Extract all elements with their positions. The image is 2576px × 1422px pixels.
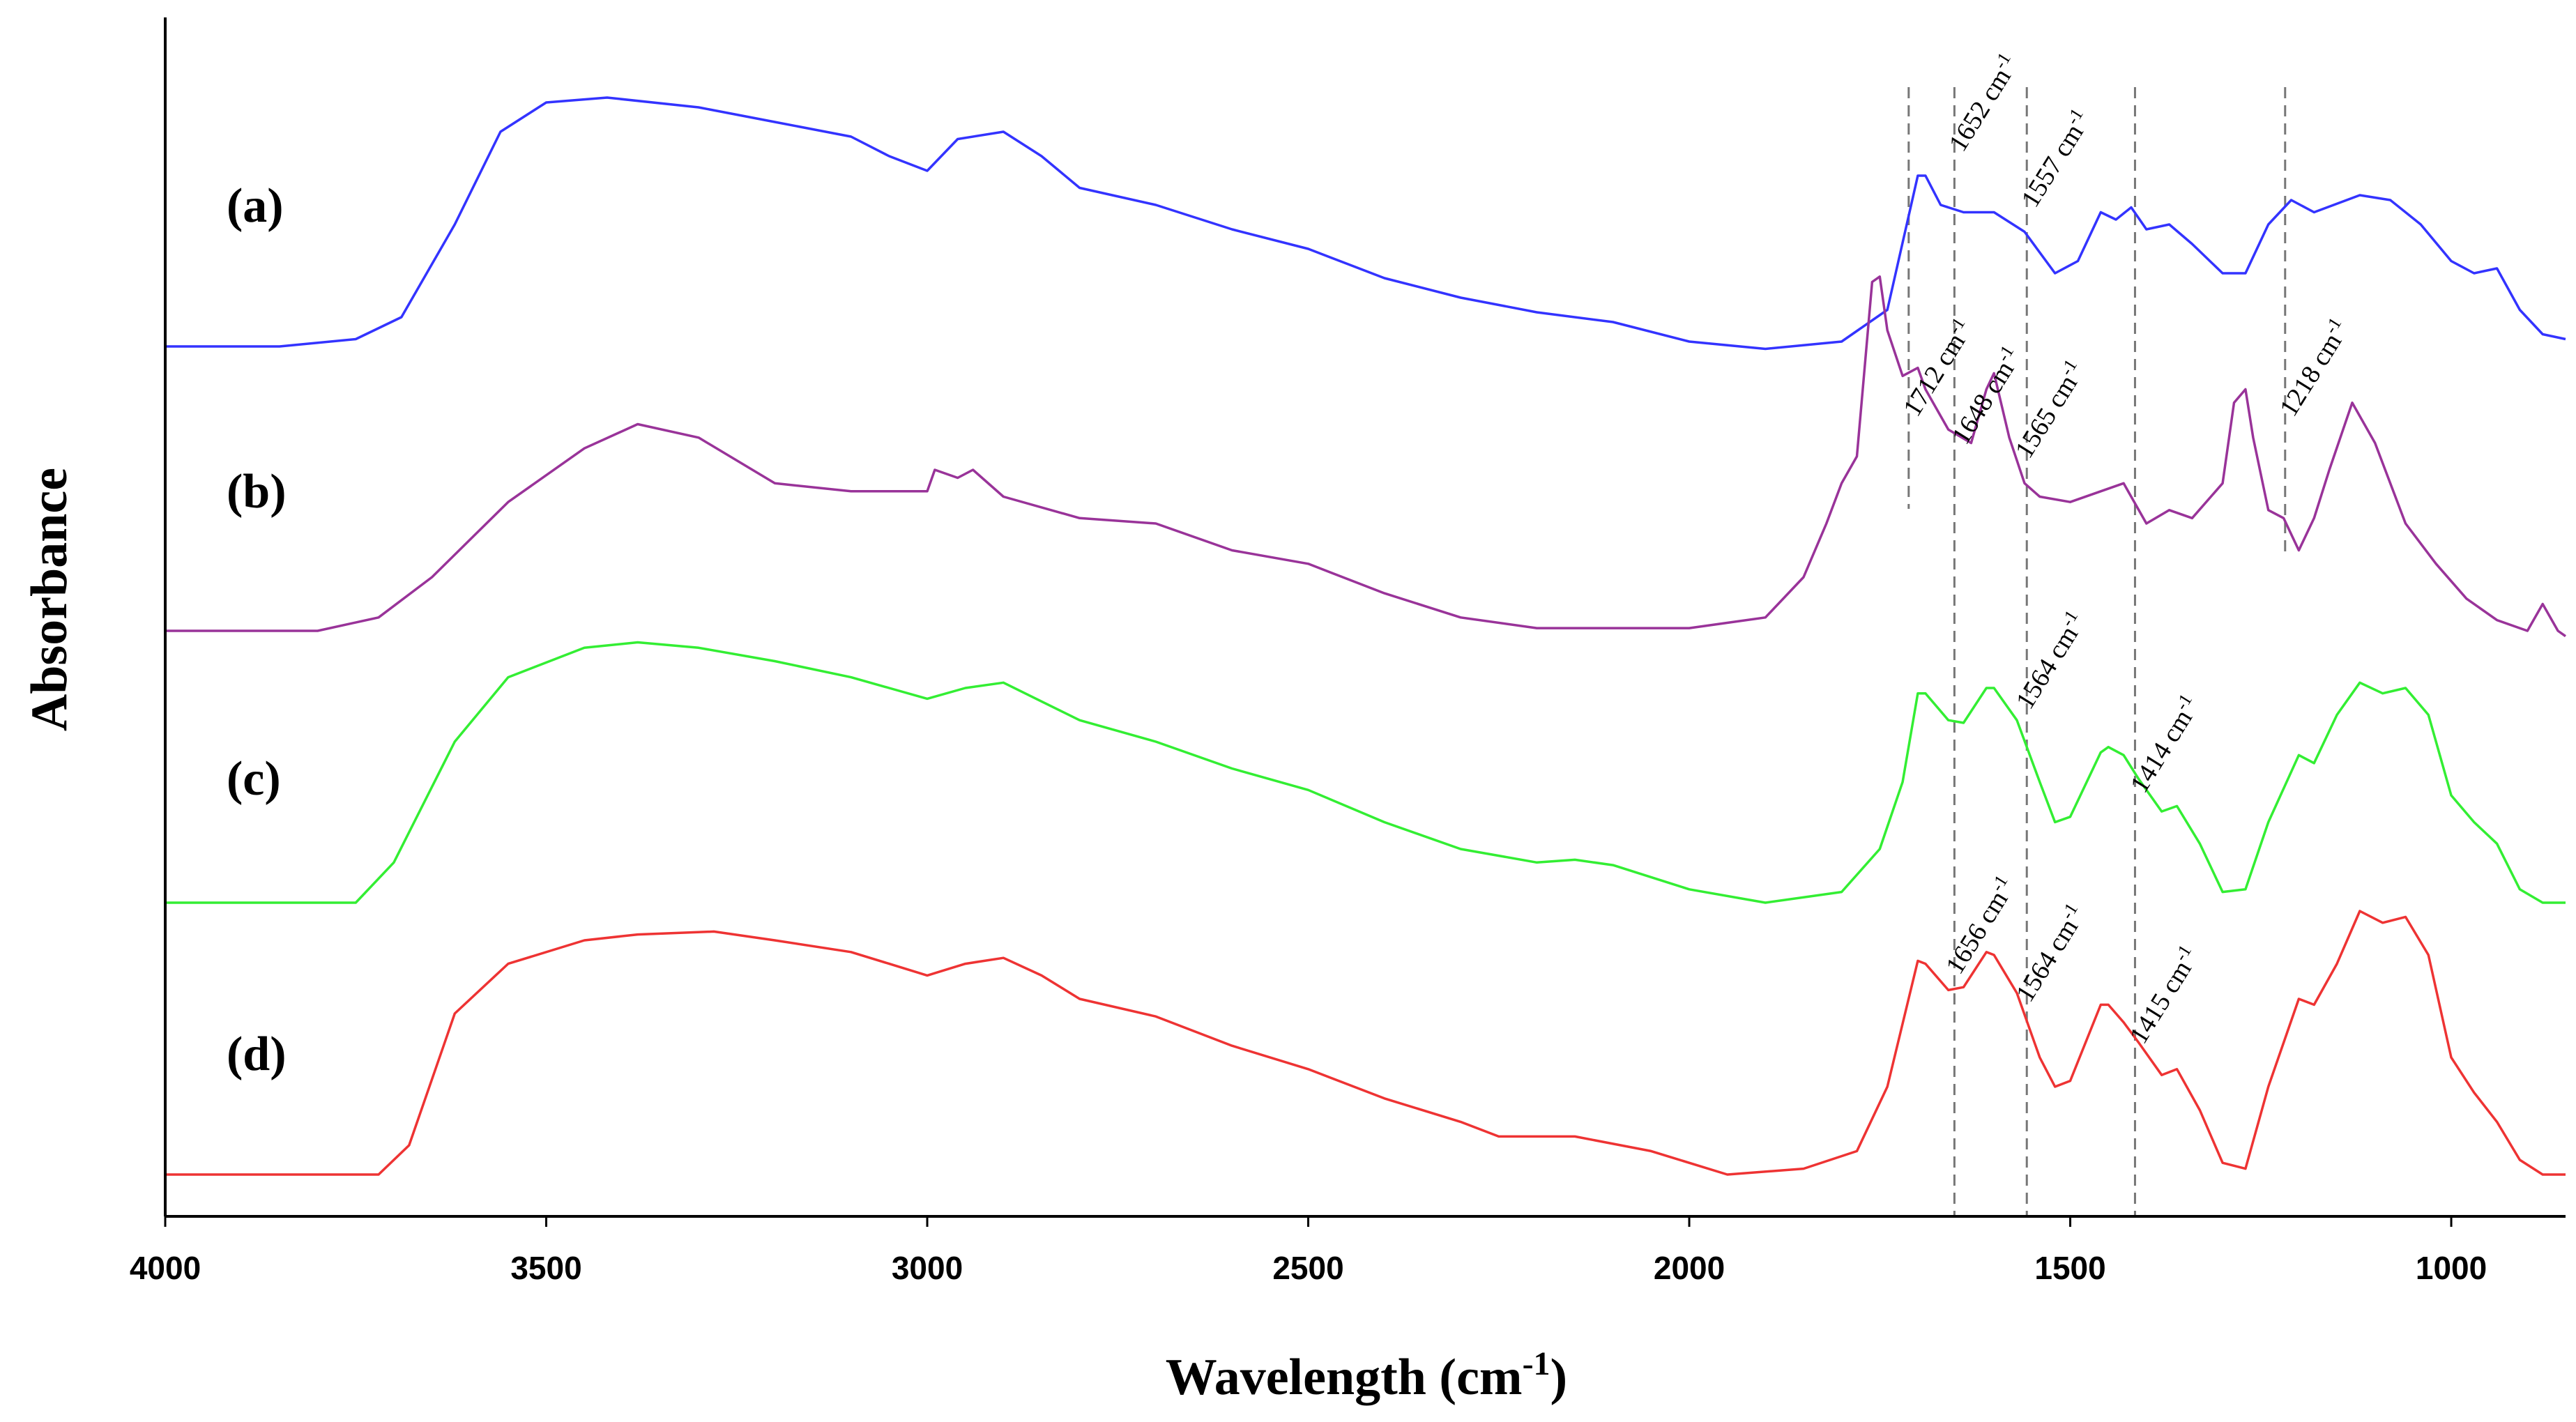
x-tick-label: 1500	[2034, 1250, 2105, 1286]
spectrum-line	[165, 641, 2566, 904]
y-axis-title: Absorbance	[21, 468, 78, 731]
x-axis-title: Wavelength (cm-1)	[1166, 1345, 1567, 1406]
spectra	[165, 96, 2567, 1176]
spectrum-line	[165, 910, 2566, 1176]
x-tick-label: 3500	[510, 1250, 581, 1286]
series-label: (b)	[227, 465, 287, 519]
x-tick-label: 4000	[130, 1250, 201, 1286]
series-label: (a)	[227, 179, 284, 233]
x-tick-label: 1000	[2416, 1250, 2487, 1286]
peak-label: 1564 cm-1	[2008, 606, 2091, 714]
spectrum-line	[165, 96, 2566, 351]
x-axis-ticks: 4000 3500 3000 2500 2000 1500 1000	[130, 1216, 2487, 1286]
series-label: (c)	[227, 752, 281, 806]
reference-lines	[1907, 87, 2287, 1216]
x-tick-label: 2000	[1654, 1250, 1725, 1286]
spectrum-line	[165, 275, 2567, 638]
x-tick-label: 3000	[892, 1250, 963, 1286]
x-tick-label: 2500	[1272, 1250, 1343, 1286]
peak-label: 1557 cm-1	[2013, 105, 2097, 213]
series-labels: (a) (b) (c) (d)	[227, 179, 287, 1081]
series-label: (d)	[227, 1027, 287, 1081]
peak-label: 1564 cm-1	[2008, 899, 2091, 1007]
peak-label: 1565 cm-1	[2007, 356, 2091, 464]
peak-label: 1652 cm-1	[1941, 49, 2025, 157]
